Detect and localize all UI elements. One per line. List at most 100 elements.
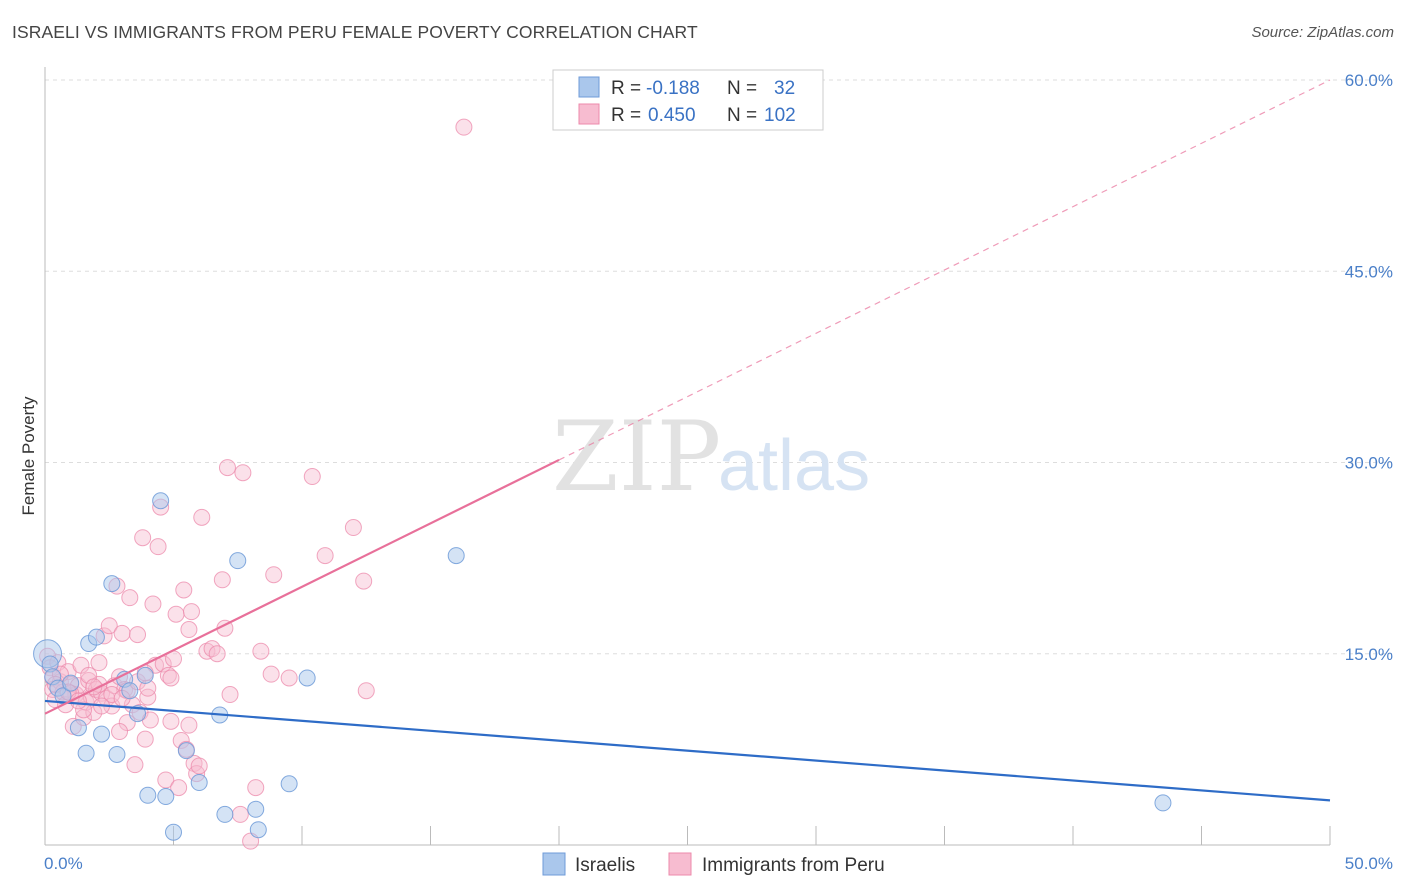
legend-r-label: R = [611, 105, 641, 126]
point-peru [175, 581, 193, 599]
legend-r-value-peru: 0.450 [648, 105, 696, 126]
point-peru [75, 701, 93, 719]
y-tick-label: 60.0% [1345, 71, 1393, 90]
point-peru [280, 669, 298, 687]
point-israelis [447, 547, 465, 565]
legend-n-label: N = [727, 105, 757, 126]
point-peru [185, 754, 203, 772]
point-peru [198, 642, 216, 660]
point-israelis [108, 745, 126, 763]
point-israelis [62, 674, 80, 692]
y-axis-title: Female Poverty [19, 396, 38, 516]
trend-lines [44, 79, 1331, 802]
x-tick-label: 0.0% [44, 854, 83, 873]
point-israelis [77, 744, 95, 762]
point-peru [126, 756, 144, 774]
legend-r-value-israelis: -0.188 [646, 78, 700, 99]
point-peru [162, 669, 180, 687]
point-israelis [129, 705, 147, 723]
point-peru [113, 624, 131, 642]
point-israelis [247, 800, 265, 818]
point-peru [455, 118, 473, 136]
legend-n-label: N = [727, 78, 757, 99]
point-peru [221, 686, 239, 704]
point-peru [103, 686, 121, 704]
point-israelis [165, 823, 182, 841]
y-tick-label: 15.0% [1345, 645, 1393, 664]
trend-line-israelis [44, 699, 1331, 802]
x-tick-label: 50.0% [1345, 854, 1393, 873]
point-israelis [103, 575, 121, 593]
point-israelis [152, 492, 170, 510]
legend-swatch-israelis [578, 76, 600, 98]
point-peru [265, 566, 283, 584]
point-israelis [280, 775, 298, 793]
point-peru [157, 771, 175, 789]
point-peru [357, 682, 375, 700]
point-peru [149, 538, 167, 556]
point-peru [218, 459, 236, 477]
legend-r-label: R = [611, 78, 641, 99]
point-peru [167, 605, 185, 623]
point-peru [190, 757, 208, 775]
point-peru [111, 723, 129, 741]
point-peru [193, 508, 211, 526]
trend-line-peru [44, 458, 560, 715]
bottom-legend-peru: Immigrants from Peru [702, 855, 885, 876]
point-peru [170, 779, 188, 797]
point-israelis [190, 774, 208, 792]
y-tick-label: 30.0% [1345, 454, 1393, 473]
point-peru [144, 595, 162, 613]
point-peru [139, 688, 157, 706]
point-peru [90, 654, 108, 672]
legend-swatch-peru [578, 103, 600, 125]
chart-title: ISRAELI VS IMMIGRANTS FROM PERU FEMALE P… [12, 22, 698, 42]
point-israelis [136, 666, 154, 684]
y-tick-label: 45.0% [1345, 262, 1393, 281]
legend-row-israelis: R = -0.188 N = 32 [578, 76, 795, 99]
trend-line-peru-extension [558, 79, 1331, 461]
point-peru [180, 621, 198, 639]
series-israelis-points [33, 492, 1172, 841]
bottom-legend-swatch-israelis [542, 852, 566, 876]
watermark-atlas: atlas [718, 426, 870, 506]
point-peru [180, 716, 198, 734]
point-israelis [216, 805, 234, 823]
point-peru [213, 571, 231, 589]
point-peru [231, 805, 249, 823]
point-peru [159, 666, 177, 684]
point-israelis [229, 552, 247, 570]
point-israelis [93, 725, 111, 743]
point-peru [182, 603, 200, 621]
legend-box: R = -0.188 N = 32 R = 0.450 N = 102 [552, 69, 824, 131]
point-peru [129, 626, 147, 644]
point-peru [247, 779, 265, 797]
chart-source: Source: ZipAtlas.com [1251, 24, 1394, 41]
point-peru [303, 468, 321, 486]
series-peru-points [39, 118, 473, 850]
point-peru [121, 589, 139, 607]
point-peru [344, 519, 362, 537]
point-israelis [139, 786, 157, 804]
point-israelis [177, 742, 195, 760]
watermark-zip: ZIP [552, 401, 721, 513]
point-israelis [249, 821, 267, 839]
point-peru [134, 529, 152, 547]
point-israelis [298, 669, 316, 687]
bottom-legend: Israelis Immigrants from Peru [542, 852, 885, 876]
point-israelis [121, 682, 139, 700]
point-israelis [1154, 794, 1172, 812]
point-peru [234, 464, 252, 482]
point-peru [203, 640, 221, 658]
point-israelis [69, 719, 87, 737]
point-peru [208, 645, 226, 663]
y-tick-labels: 15.0% 30.0% 45.0% 60.0% [1345, 71, 1393, 664]
x-tick-labels: 0.0% 50.0% [44, 854, 1393, 873]
point-peru [136, 730, 154, 748]
axes [44, 67, 1331, 846]
point-peru [162, 712, 180, 730]
legend-n-value-peru: 102 [764, 105, 796, 126]
grid-lines [45, 79, 1392, 655]
legend-row-peru: R = 0.450 N = 102 [578, 103, 796, 126]
